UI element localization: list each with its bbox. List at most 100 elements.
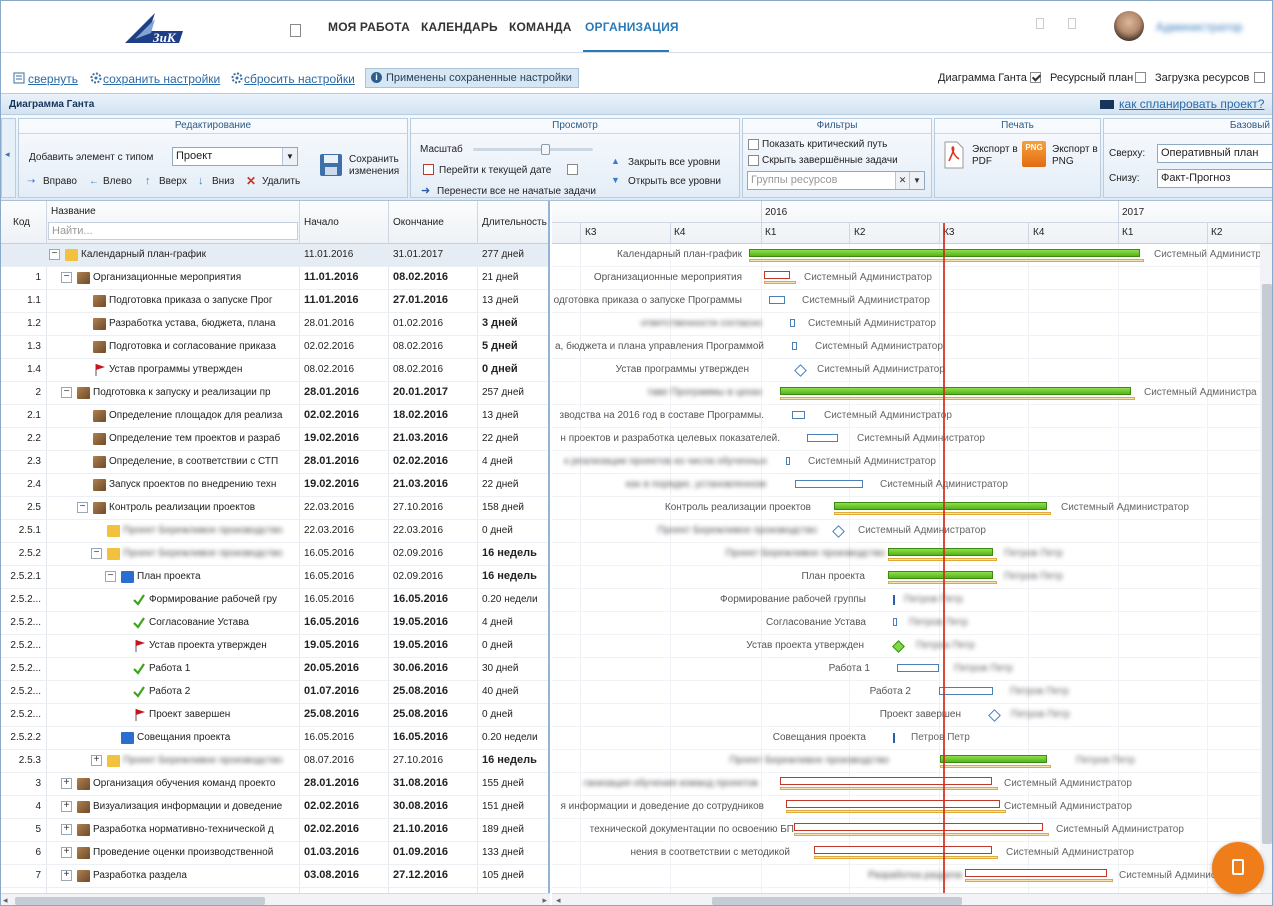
table-row[interactable]: 2.4 Запуск проектов по внедрению техн 19.0… xyxy=(1,474,548,497)
nav-organization[interactable]: ОРГАНИЗАЦИЯ xyxy=(585,20,679,34)
table-row[interactable]: 1.3 Подготовка и согласование приказа 02.0… xyxy=(1,336,548,359)
task-bar[interactable] xyxy=(792,411,805,419)
col-duration-header[interactable]: Длительность xyxy=(482,217,547,228)
collapse-icon[interactable]: − xyxy=(49,249,60,260)
gantt-row[interactable]: Устав проекта утвержден Петров Петр xyxy=(552,635,1272,658)
task-bar[interactable] xyxy=(792,342,797,350)
task-bar[interactable] xyxy=(897,664,939,672)
task-name[interactable]: Работа 1 xyxy=(149,663,191,674)
gantt-row[interactable]: таве Программы в цехах Системный Админист… xyxy=(552,382,1272,405)
table-row[interactable]: 1.1 Подготовка приказа о запуске Прог 11.0… xyxy=(1,290,548,313)
reset-settings-link[interactable]: сбросить настройки xyxy=(244,72,355,86)
task-name[interactable]: Проект Бережливое производство xyxy=(123,525,283,536)
task-name[interactable]: Разработка раздела xyxy=(93,870,187,881)
table-row[interactable]: 2.5.3 + Проект Бережливое производство 08.0… xyxy=(1,750,548,773)
chevron-down-icon[interactable]: ▼ xyxy=(909,172,924,189)
expand-icon[interactable]: + xyxy=(61,778,72,789)
gantt-row[interactable]: Совещания проекта Петров Петр xyxy=(552,727,1272,750)
table-row[interactable]: 3 + Организация обучения команд проекто 28.… xyxy=(1,773,548,796)
collapse-icon[interactable]: − xyxy=(105,571,116,582)
task-bar[interactable] xyxy=(965,869,1107,877)
grid-search-input[interactable]: Найти... xyxy=(48,222,298,240)
view-resource-plan-checkbox[interactable] xyxy=(1135,72,1146,83)
table-row[interactable]: 6 + Проведение оценки производственной 01.0… xyxy=(1,842,548,865)
summary-bar[interactable] xyxy=(780,387,1131,395)
task-name[interactable]: Подготовка к запуску и реализации пр xyxy=(93,387,271,398)
table-row[interactable]: 2.3 Определение, в соответствии с СТП 28.0… xyxy=(1,451,548,474)
gantt-row[interactable]: Проект Бережливое производство Петров Пет… xyxy=(552,750,1272,773)
clear-icon[interactable]: ✕ xyxy=(895,172,909,189)
avatar[interactable] xyxy=(1114,11,1144,41)
task-bar[interactable] xyxy=(893,618,897,626)
table-row[interactable]: 2.5 − Контроль реализации проектов 22.03.20… xyxy=(1,497,548,520)
move-right-button[interactable]: Вправо xyxy=(43,176,77,187)
collapse-link[interactable]: свернуть xyxy=(28,72,78,86)
task-bar[interactable] xyxy=(795,480,863,488)
task-bar[interactable] xyxy=(939,687,993,695)
milestone-marker[interactable] xyxy=(794,364,807,377)
task-name[interactable]: Устав проекта утвержден xyxy=(149,640,267,651)
critical-path-checkbox[interactable] xyxy=(748,139,759,150)
milestone-marker[interactable] xyxy=(988,709,1001,722)
summary-bar[interactable] xyxy=(834,502,1047,510)
notifications-icon[interactable] xyxy=(1036,18,1044,29)
table-row[interactable]: 2.5.2.1 − План проекта 16.05.2016 02.09.2016… xyxy=(1,566,548,589)
gantt-row[interactable]: к реализации проектов из числа обученных… xyxy=(552,451,1272,474)
chevron-down-icon[interactable]: ▼ xyxy=(282,148,297,165)
gantt-row[interactable]: Проект Бережливое производство Петров Пет… xyxy=(552,543,1272,566)
col-end-header[interactable]: Окончание xyxy=(393,217,444,228)
nav-team[interactable]: КОМАНДА xyxy=(509,20,572,34)
task-name[interactable]: Проект Бережливое производство xyxy=(123,548,283,559)
milestone-marker[interactable] xyxy=(832,525,845,538)
task-name[interactable]: Разработка нормативно-технической д xyxy=(93,824,274,835)
messages-icon[interactable] xyxy=(1068,18,1076,29)
task-name[interactable]: Организационные мероприятия xyxy=(93,272,242,283)
milestone-marker[interactable] xyxy=(892,640,905,653)
task-name[interactable]: Организация обучения команд проекто xyxy=(93,778,276,789)
scrollbar-thumb[interactable] xyxy=(15,897,265,905)
col-start-header[interactable]: Начало xyxy=(304,217,339,228)
task-bar[interactable] xyxy=(764,271,790,279)
task-bar[interactable] xyxy=(780,777,992,785)
gantt-row[interactable]: Контроль реализации проектов Системный Ад… xyxy=(552,497,1272,520)
move-down-button[interactable]: Вниз xyxy=(212,176,235,187)
task-name[interactable]: Определение площадок для реализа xyxy=(109,410,283,421)
gantt-row[interactable]: Устав программы утвержден Системный Админ… xyxy=(552,359,1272,382)
task-bar[interactable] xyxy=(794,823,1043,831)
export-pdf-button[interactable]: Экспорт в PDF xyxy=(972,144,1018,167)
nav-calendar[interactable]: КАЛЕНДАРЬ xyxy=(421,20,498,34)
task-name[interactable]: Согласование Устава xyxy=(149,617,249,628)
gantt-row[interactable]: Работа 2 Петров Петр xyxy=(552,681,1272,704)
summary-bar[interactable] xyxy=(888,548,993,556)
task-bar[interactable] xyxy=(814,846,992,854)
baseline-top-select[interactable]: Оперативный план xyxy=(1157,144,1272,163)
task-name[interactable]: Проведение оценки производственной xyxy=(93,847,274,858)
table-row[interactable]: 2.1 Определение площадок для реализа 02.02… xyxy=(1,405,548,428)
scale-slider-thumb[interactable] xyxy=(541,144,550,155)
nav-my-work[interactable]: МОЯ РАБОТА xyxy=(328,20,410,34)
task-name[interactable]: План проекта xyxy=(137,571,201,582)
task-name[interactable]: Контроль реализации проектов xyxy=(109,502,256,513)
save-changes-button[interactable]: Сохранить изменения xyxy=(349,154,400,177)
gantt-row[interactable]: ответственности согласно Системный Админи… xyxy=(552,313,1272,336)
view-resource-load-checkbox[interactable] xyxy=(1254,72,1265,83)
menu-toggle-icon[interactable] xyxy=(290,24,301,37)
element-type-select[interactable]: Проект ▼ xyxy=(172,147,298,166)
scrollbar-thumb[interactable] xyxy=(712,897,962,905)
baseline-bottom-select[interactable]: Факт-Прогноз xyxy=(1157,169,1272,188)
task-bar[interactable] xyxy=(769,296,785,304)
table-row[interactable]: 2.5.2... Работа 2 01.07.2016 25.08.2016 40 д… xyxy=(1,681,548,704)
save-settings-link[interactable]: сохранить настройки xyxy=(103,72,221,86)
gantt-row[interactable]: Проект Бережливое производство Системный … xyxy=(552,520,1272,543)
table-row[interactable]: 1 − Организационные мероприятия 11.01.2016 0… xyxy=(1,267,548,290)
grid-horizontal-scrollbar[interactable]: ◂ ▸ xyxy=(1,893,550,905)
expand-icon[interactable]: + xyxy=(61,847,72,858)
col-code-header[interactable]: Код xyxy=(13,217,31,228)
gantt-row[interactable]: Согласование Устава Петров Петр xyxy=(552,612,1272,635)
collapse-all-button[interactable]: Закрыть все уровни xyxy=(628,157,721,168)
resource-groups-select[interactable]: Группы ресурсов ✕ ▼ xyxy=(747,171,925,190)
col-name-header[interactable]: Название xyxy=(51,206,96,217)
move-up-button[interactable]: Вверх xyxy=(159,176,187,187)
table-row[interactable]: 2.5.2... Проект завершен 25.08.2016 25.08.2… xyxy=(1,704,548,727)
delete-button[interactable]: Удалить xyxy=(262,176,301,187)
